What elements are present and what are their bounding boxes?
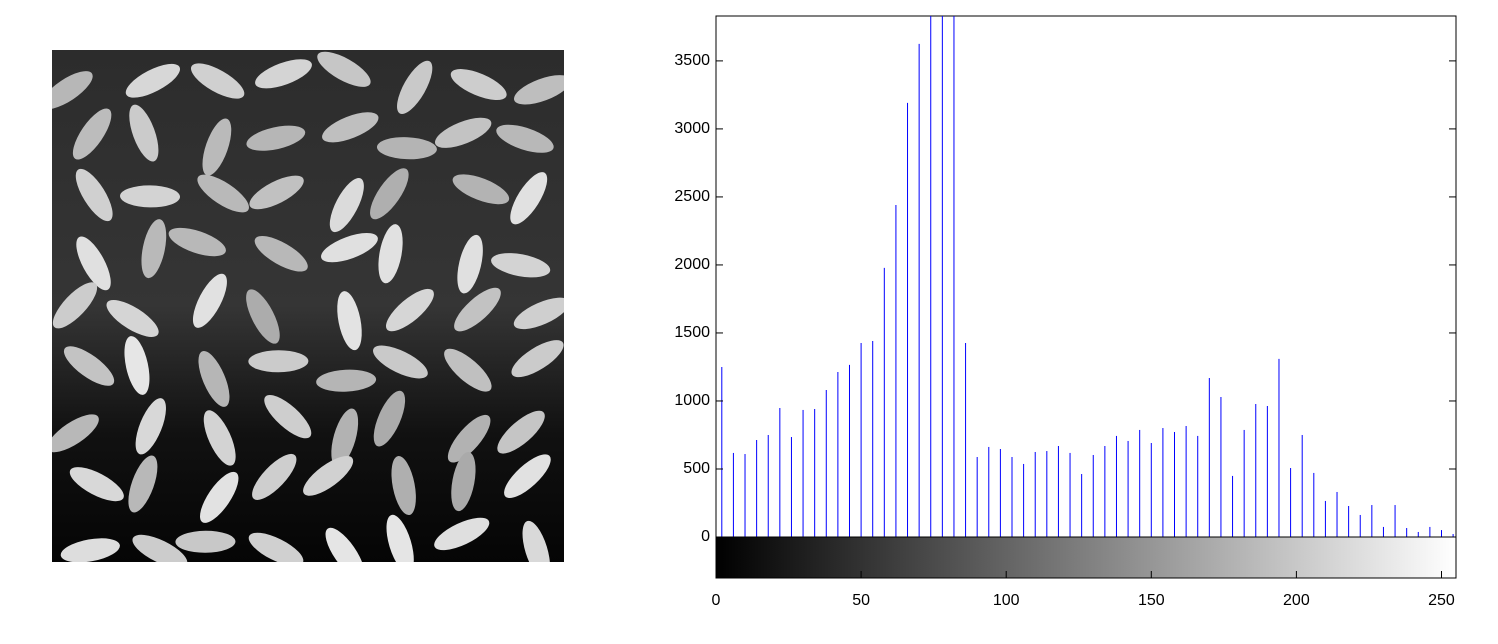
y-tick-label: 2000	[674, 256, 710, 273]
rice-grain	[129, 104, 159, 162]
rice-grain	[457, 234, 483, 294]
rice-grain	[249, 175, 304, 210]
rice-grain	[200, 471, 239, 523]
rice-grain	[198, 350, 230, 407]
rice-grain	[497, 410, 545, 454]
rice-grain	[454, 287, 501, 332]
rice-grain	[373, 345, 428, 379]
rice-grain	[513, 75, 564, 105]
rice-grain	[378, 224, 403, 284]
rice-grain	[125, 63, 181, 98]
y-tick-label: 0	[701, 528, 710, 545]
rice-grain	[451, 451, 476, 512]
rice-grain	[197, 174, 249, 213]
rice-grain	[397, 60, 433, 115]
rice-grain	[450, 69, 507, 101]
rice-grain	[252, 453, 297, 500]
plot-box	[715, 15, 1457, 538]
rice-grain	[447, 414, 491, 463]
rice-grain	[69, 467, 124, 502]
rice-grain	[124, 336, 150, 395]
rice-grain	[141, 219, 167, 279]
x-tick-label: 100	[993, 592, 1020, 609]
rice-grain	[202, 118, 232, 176]
rice-grain	[63, 346, 115, 386]
rice-grain	[264, 394, 312, 439]
rice-grain	[376, 137, 437, 160]
rice-grain	[248, 532, 304, 562]
y-tick-label: 3000	[674, 120, 710, 137]
rice-grain	[203, 410, 236, 466]
rice-grain	[491, 253, 551, 278]
rice-grain	[373, 390, 406, 447]
x-tick-label: 200	[1283, 592, 1310, 609]
rice-grain	[192, 273, 227, 328]
rice-grain	[391, 456, 416, 516]
rice-grain	[496, 124, 554, 153]
rice-grain	[168, 227, 226, 257]
rice-grain	[128, 455, 158, 513]
rice-grain	[52, 282, 98, 329]
y-tick-label: 500	[683, 460, 710, 477]
rice-grain	[329, 178, 364, 233]
rice-grain	[511, 340, 564, 378]
rice-grain	[385, 288, 434, 332]
rice-grain	[106, 299, 159, 337]
x-tick-label: 250	[1428, 592, 1455, 609]
rice-image	[52, 50, 564, 562]
rice-grain	[132, 534, 188, 562]
rice-grain	[60, 538, 120, 562]
rice-grain	[246, 125, 306, 151]
rice-grain	[317, 51, 371, 87]
rice-grain	[303, 456, 354, 496]
rice-grain	[434, 117, 492, 148]
rice-grain	[510, 172, 548, 225]
rice-grain	[513, 297, 564, 330]
rice-grain	[246, 289, 280, 344]
rice-grain	[434, 517, 490, 551]
rice-grain	[331, 408, 359, 467]
y-tick-label: 2500	[674, 188, 710, 205]
rice-grain	[72, 108, 112, 160]
rice-grain	[322, 112, 379, 143]
rice-grain	[316, 369, 377, 392]
y-tick-label: 3500	[674, 52, 710, 69]
rice-grain	[255, 59, 312, 89]
rice-grain	[522, 520, 550, 562]
y-tick-label: 1500	[674, 324, 710, 341]
rice-grain	[248, 350, 309, 373]
x-tick-label: 50	[852, 592, 870, 609]
y-tick-label: 1000	[674, 392, 710, 409]
x-tick-label: 0	[712, 592, 721, 609]
rice-grain	[52, 414, 99, 453]
rice-grain	[337, 291, 362, 351]
x-tick-label: 150	[1138, 592, 1165, 609]
rice-grain	[444, 348, 492, 392]
rice-grain	[76, 236, 111, 291]
stems	[721, 16, 1454, 537]
rice-grain	[386, 514, 414, 562]
rice-grain	[370, 168, 409, 220]
rice-grain	[321, 233, 378, 263]
rice-grain	[175, 530, 236, 553]
rice-grain	[190, 63, 245, 99]
colorbar	[715, 536, 1457, 579]
rice-grain	[135, 398, 166, 455]
rice-grain	[504, 454, 551, 499]
rice-grain	[325, 527, 365, 562]
rice-grain	[75, 168, 113, 222]
rice-grain	[120, 185, 181, 208]
rice-grain	[254, 235, 308, 272]
rice-grain	[52, 71, 93, 110]
rice-grain	[452, 174, 510, 205]
